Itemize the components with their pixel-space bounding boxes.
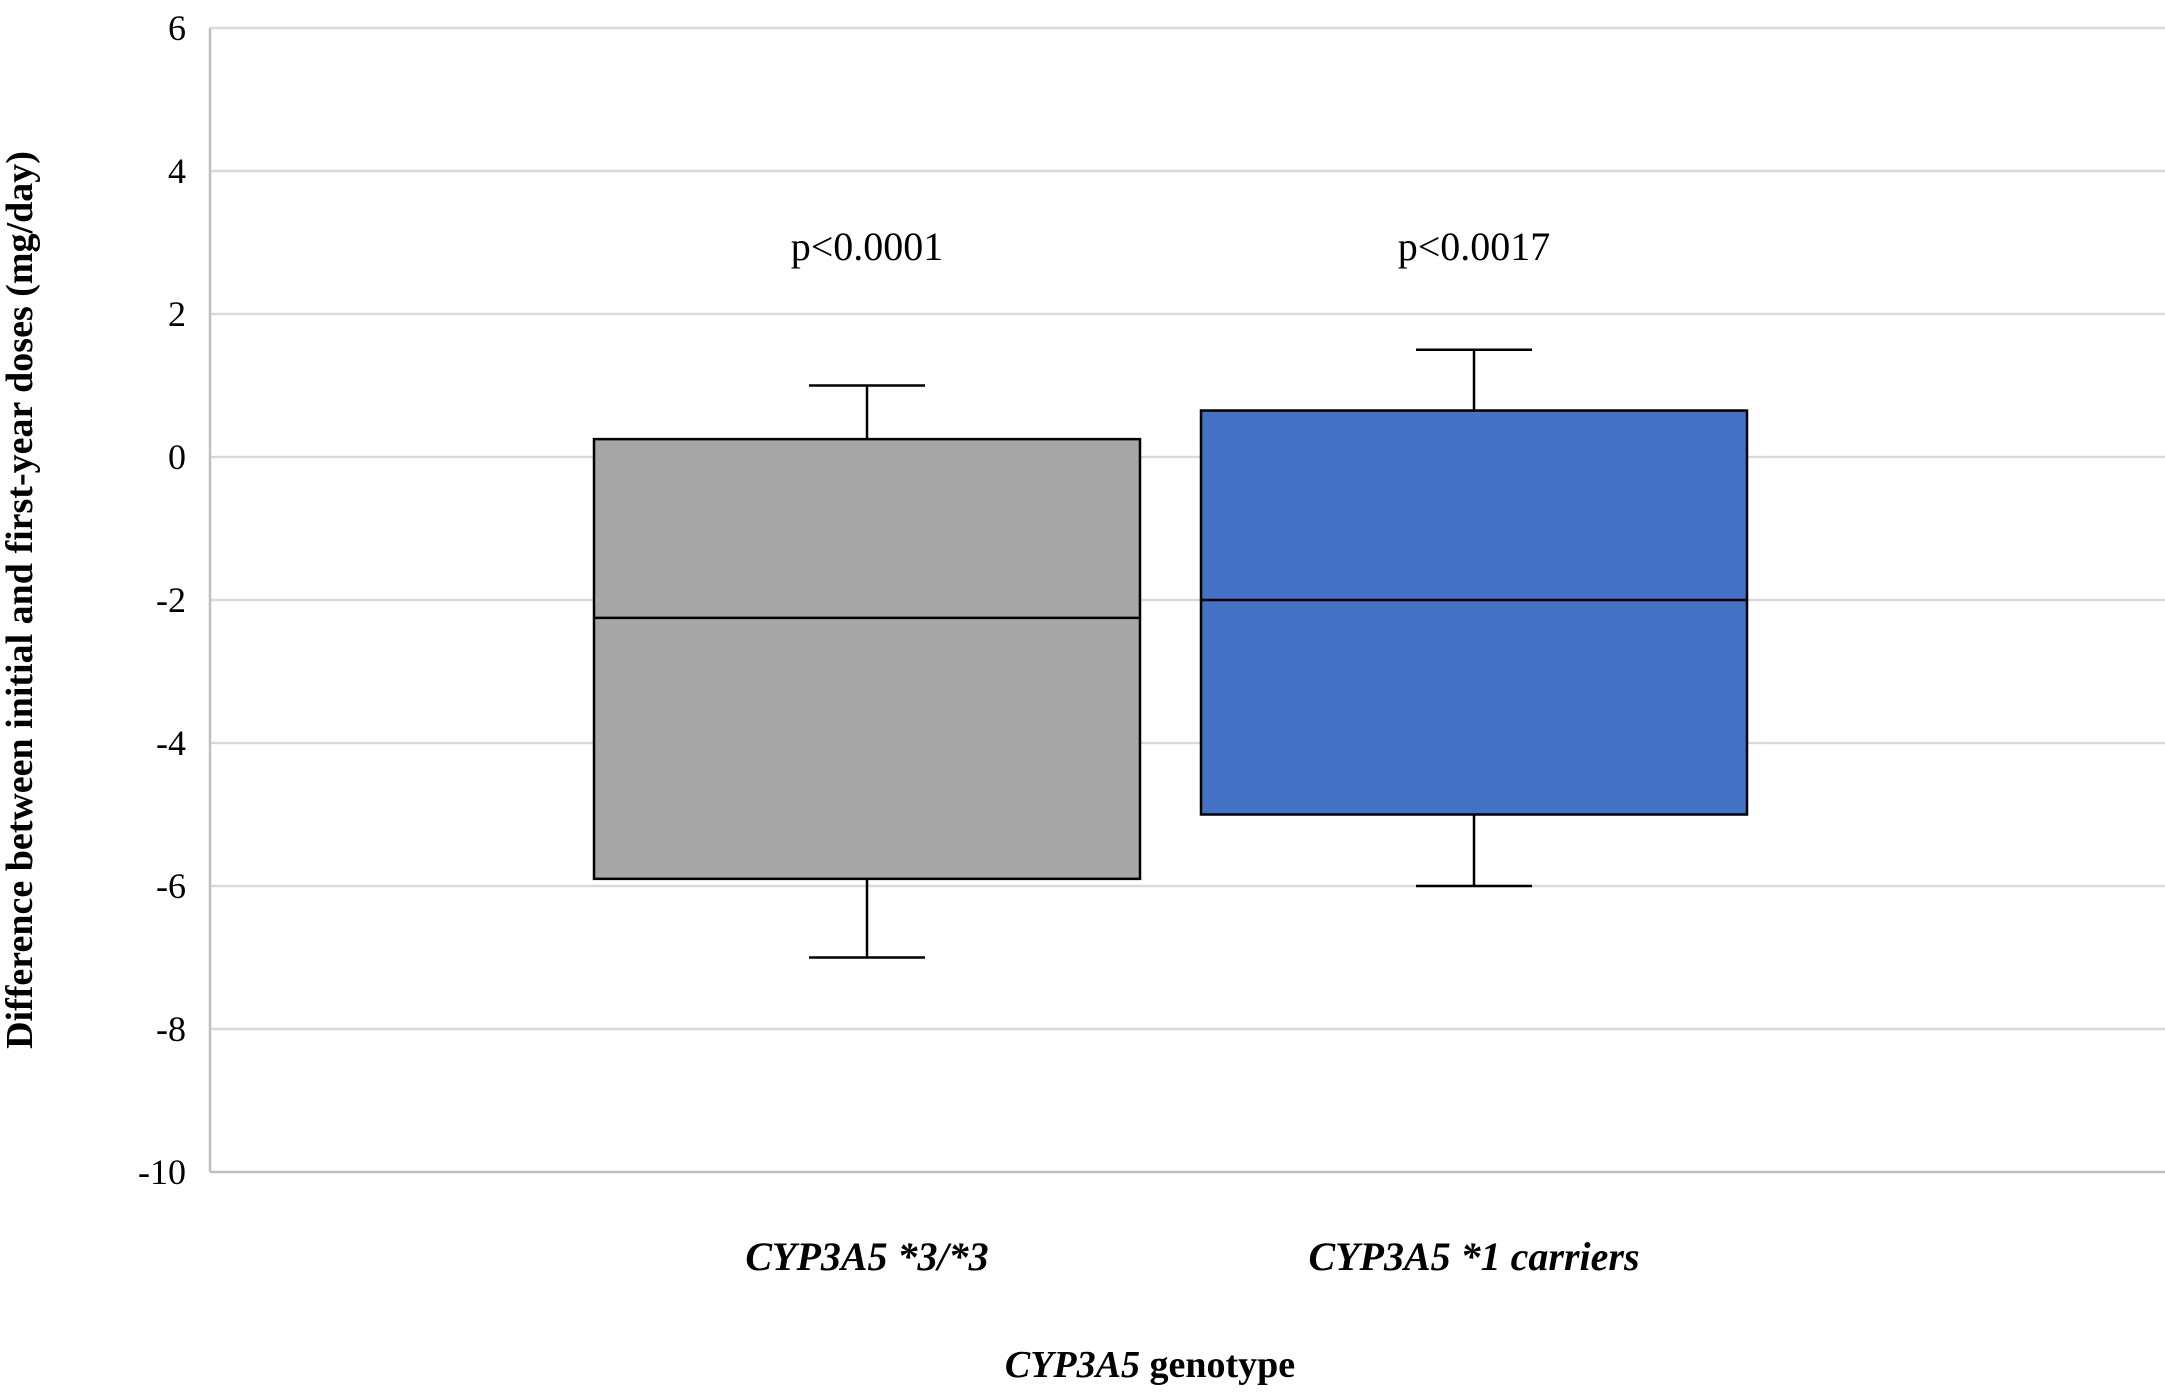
y-tick-label: -4 <box>156 723 186 763</box>
x-axis-title-italic: CYP3A5 <box>1005 1344 1140 1386</box>
p-value-label: p<0.0017 <box>1398 224 1551 269</box>
box-body <box>592 437 1142 881</box>
p-value-label: p<0.0001 <box>791 224 944 269</box>
box-layer <box>592 348 1749 959</box>
box-series <box>592 384 1142 959</box>
grid-layer <box>210 26 2165 1031</box>
y-tick-label: 0 <box>168 437 186 477</box>
y-tick-label: -2 <box>156 580 186 620</box>
box-series <box>1199 348 1749 888</box>
x-category-label: CYP3A5 *3/*3 <box>745 1234 988 1279</box>
y-tick-label: 4 <box>168 151 186 191</box>
x-axis-title: CYP3A5 genotype <box>1005 1344 1295 1386</box>
x-category-label: CYP3A5 *1 carriers <box>1308 1234 1639 1279</box>
y-tick-label: -8 <box>156 1009 186 1049</box>
axis-layer: 6 4 2 0 -2 -4 -6 -8 -10 <box>138 8 2165 1192</box>
box-body <box>1199 409 1749 816</box>
y-tick-label: -10 <box>138 1152 186 1192</box>
y-axis-title: Difference between initial and first-yea… <box>0 151 41 1049</box>
label-layer: Difference between initial and first-yea… <box>0 151 1640 1386</box>
x-axis-title-rest: genotype <box>1140 1344 1295 1386</box>
y-tick-label: 6 <box>168 8 186 48</box>
y-tick-label: -6 <box>156 866 186 906</box>
y-tick-label: 2 <box>168 294 186 334</box>
